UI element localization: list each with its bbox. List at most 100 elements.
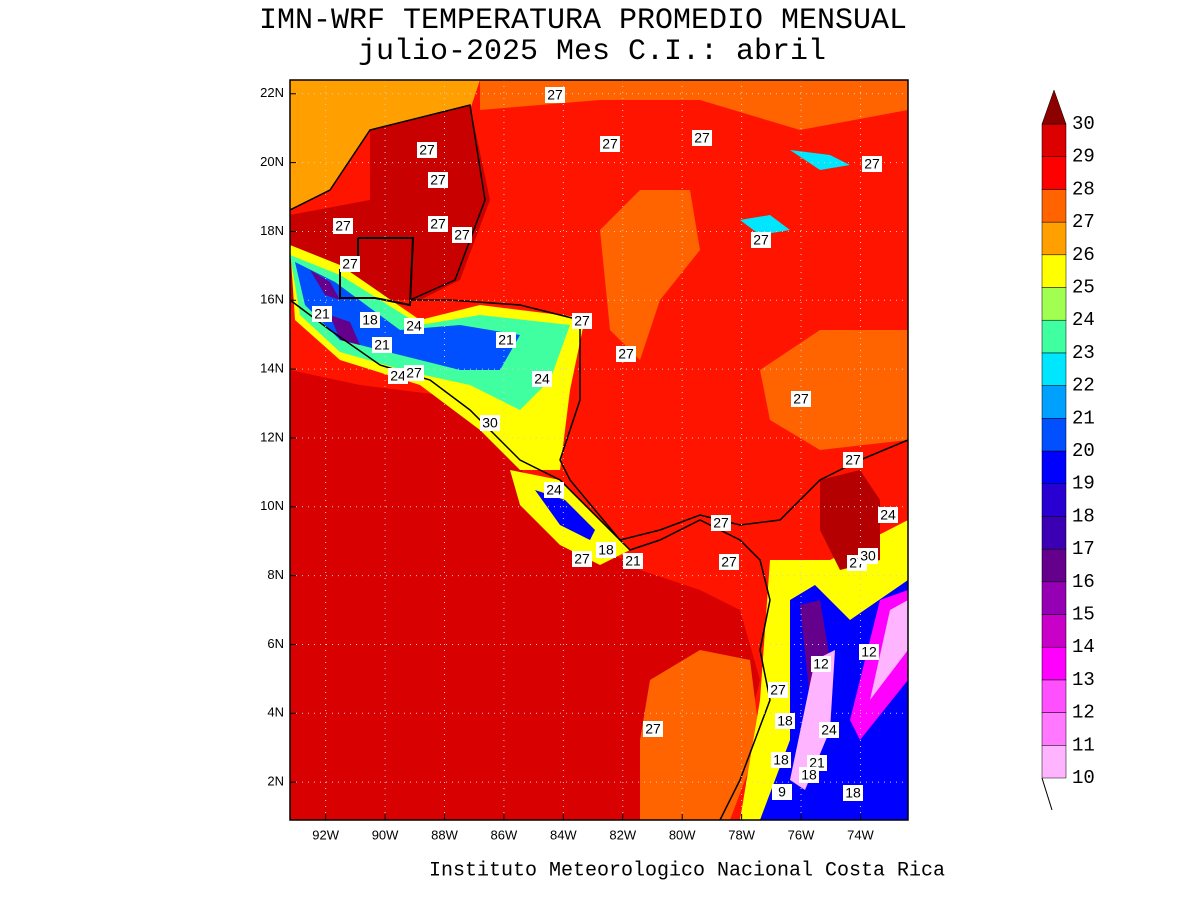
contour-label: 27 <box>547 87 563 103</box>
contour-label-box <box>771 752 791 768</box>
lat-label: 2N <box>267 774 284 789</box>
contour-label: 21 <box>498 332 514 348</box>
contour-label: 24 <box>821 722 837 738</box>
lat-label: 10N <box>260 498 284 513</box>
contour-label: 30 <box>482 415 498 431</box>
contour-label-box <box>843 452 863 468</box>
contour-label: 27 <box>419 142 435 158</box>
colombia-warm <box>820 470 880 570</box>
costa-rica-core <box>535 490 595 540</box>
contour-label: 27 <box>713 515 729 531</box>
contour-label-box <box>428 172 448 188</box>
contour-label-box <box>819 722 839 738</box>
contour-label-box <box>388 368 408 384</box>
contour-label: 30 <box>860 548 876 564</box>
contour-label: 27 <box>645 721 661 737</box>
contour-label-box <box>596 542 616 558</box>
andes-high <box>790 650 835 790</box>
title-line: IMN-WRF TEMPERATURA PROMEDIO MENSUAL <box>259 4 907 38</box>
contour-label: 12 <box>861 644 877 660</box>
lon-label: 84W <box>550 827 577 842</box>
contour-label-box <box>843 785 863 801</box>
contour-label: 21 <box>374 337 390 353</box>
colorbar-bin <box>1041 319 1067 354</box>
contour-label-box <box>428 216 448 232</box>
contour-label: 24 <box>390 368 406 384</box>
contour-label: 27 <box>753 232 769 248</box>
colorbar-label: 14 <box>1072 636 1095 658</box>
contour-label-box <box>858 548 878 564</box>
colorbar-bin <box>1041 483 1067 517</box>
colorbar-label: 18 <box>1072 505 1095 527</box>
lat-label: 22N <box>260 85 284 100</box>
contour-label-box <box>711 515 731 531</box>
contour-label-box <box>600 136 620 152</box>
contour-label-box <box>643 721 663 737</box>
lon-label: 82W <box>609 827 636 842</box>
lon-label: 78W <box>728 827 755 842</box>
colorbar-label: 22 <box>1072 375 1095 397</box>
contour-label: 27 <box>342 256 358 272</box>
colorbar-bin <box>1041 581 1067 615</box>
colorbar-label: 23 <box>1072 342 1095 364</box>
coastline <box>410 299 908 541</box>
lat-label: 12N <box>260 429 284 444</box>
colorbar-bin <box>1041 418 1067 452</box>
contour-label: 27 <box>574 551 590 567</box>
contour-label-box <box>692 130 712 146</box>
lon-label: 80W <box>669 827 696 842</box>
contour-label-box <box>572 551 592 567</box>
colorbar-label: 28 <box>1072 178 1095 200</box>
coastline <box>290 104 486 301</box>
contour-label: 27 <box>770 682 786 698</box>
contour-label-box <box>719 554 739 570</box>
contour-label-box <box>544 482 564 498</box>
lat-label: 16N <box>260 292 284 307</box>
footer: Instituto Meteorologico Nacional Costa R… <box>429 859 945 882</box>
contour-label: 27 <box>618 346 634 362</box>
contour-label: 18 <box>777 713 793 729</box>
contour-label-box <box>312 306 332 322</box>
caribbean-patch <box>600 190 700 360</box>
contour-label-box <box>340 256 360 272</box>
contour-label-box <box>360 312 380 328</box>
title-line: julio-2025 Mes C.I.: abril <box>358 35 826 69</box>
colorbar-bin <box>1041 516 1067 550</box>
contour-label-box <box>862 156 882 172</box>
colorbar-bin <box>1041 614 1067 648</box>
colorbar-label: 11 <box>1072 734 1095 756</box>
contour-label: 18 <box>773 752 789 768</box>
contour-label: 27 <box>430 216 446 232</box>
colorbar-bin <box>1041 548 1067 583</box>
colorbar-bin <box>1041 221 1067 256</box>
contour-label: 18 <box>801 767 817 783</box>
contour-label-box <box>799 767 819 783</box>
highlands-peak <box>310 270 340 300</box>
colorbar-bin <box>1041 450 1067 484</box>
contour-label: 24 <box>406 318 422 334</box>
contour-label-box <box>772 784 792 800</box>
colorbar-bin <box>1041 156 1067 190</box>
contour-label-box <box>545 87 565 103</box>
lat-label: 14N <box>260 361 284 376</box>
contour-label: 12 <box>813 656 829 672</box>
colorbar-label: 16 <box>1072 571 1095 593</box>
colorbar-bin <box>1041 352 1067 386</box>
contour-label-box <box>404 365 424 381</box>
pacific-warm-patch <box>640 650 760 820</box>
lat-label: 4N <box>267 705 284 720</box>
contour-label: 21 <box>625 553 641 569</box>
contour-label: 27 <box>574 313 590 329</box>
contour-label-box <box>572 313 592 329</box>
colorbar-bin <box>1041 385 1067 419</box>
colorbar-bin <box>1041 254 1067 288</box>
contour-label: 21 <box>314 306 330 322</box>
colorbar-bin <box>1041 745 1067 779</box>
contour-label: 27 <box>602 136 618 152</box>
colorbar-label: 29 <box>1072 146 1095 168</box>
contour-label-box <box>452 227 472 243</box>
colorbar-label: 10 <box>1072 767 1095 789</box>
contour-label-box <box>480 415 500 431</box>
contour-label-box <box>616 346 636 362</box>
